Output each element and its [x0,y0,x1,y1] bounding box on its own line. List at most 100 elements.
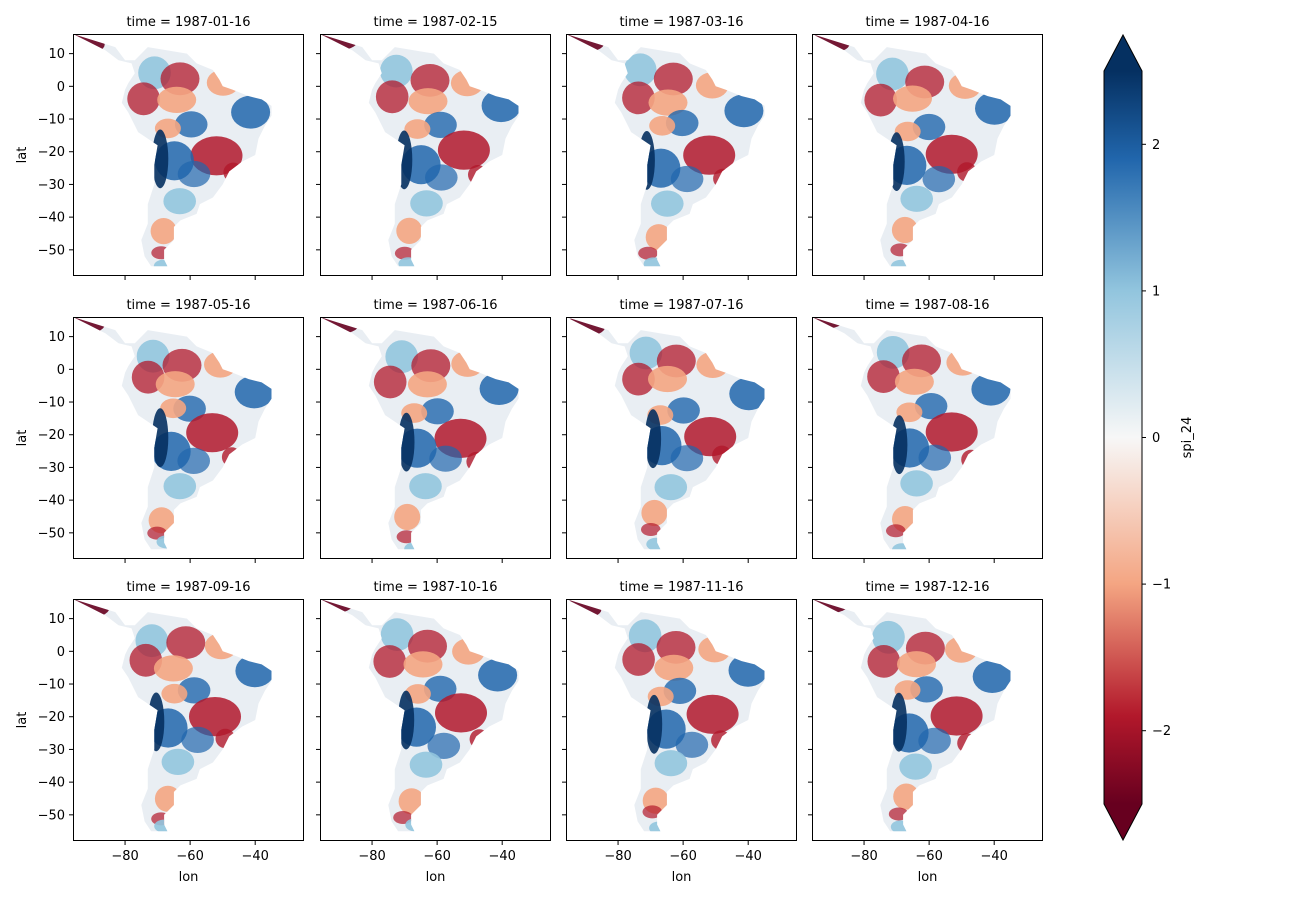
spi-anomaly-patch [894,368,934,395]
spi-anomaly-patch [160,398,187,419]
spi-anomaly-patch [925,412,978,452]
spi-anomaly-patch [653,62,693,96]
spi-anomaly-patch [408,88,448,115]
spi-anomaly-patch [166,626,206,659]
spi-anomaly-patch [654,474,688,501]
spi-anomaly-patch [152,408,169,468]
colorbar-outline [1103,33,1143,842]
x-tick-label: −60 [669,849,696,864]
spi-anomaly-patch [648,89,688,116]
y-tick-label: −40 [38,776,65,791]
spi-anomaly-patch [429,445,462,472]
spi-anomaly-patch [918,727,951,754]
y-tick-label: 0 [57,80,65,95]
colorbar-gradient [1104,71,1142,804]
spi-anomaly-patch [654,750,688,777]
panel-frame [73,317,304,559]
panel-frame [320,34,551,276]
y-tick-label: 10 [48,330,65,345]
y-tick-label: −40 [38,211,65,226]
spi-anomaly-patch [410,190,443,217]
spi-anomaly-patch [153,655,193,682]
map-panel: time = 1987-06-16 [316,298,551,563]
spi-anomaly-patch [622,81,655,115]
spi-anomaly-patch [893,85,932,112]
spi-anomaly-patch [189,697,241,737]
spi-anomaly-patch [181,726,214,753]
spi-anomaly-patch [155,371,195,398]
spi-anomaly-patch [896,402,923,423]
x-tick-label: −40 [734,849,761,864]
map-panel: time = 1987-04-16 [808,15,1043,280]
y-axis-label: lat [15,430,30,447]
y-tick-label: −20 [38,428,65,443]
spi-anomaly-patch [425,164,458,191]
spi-anomaly-patch [394,503,421,531]
y-axis-label: lat [15,712,30,729]
spi-anomaly-patch [922,166,956,193]
spi-anomaly-patch [177,447,210,474]
panel-title: time = 1987-03-16 [619,15,743,30]
spi-anomaly-patch [897,651,936,678]
map-panel: time = 1987-10-16 −80 −60 −40 lon [316,580,551,885]
spi-anomaly-patch [876,57,909,91]
spi-anomaly-patch [161,683,188,704]
spi-anomaly-patch [403,651,443,678]
spi-anomaly-patch [886,524,906,538]
spi-anomaly-patch [893,783,920,810]
y-tick-label: −50 [38,243,65,258]
map-panel: time = 1987-11-16 −80 −60 −40 lon [562,580,797,885]
y-tick-label: −40 [38,494,65,509]
spi-anomaly-patch [724,94,764,128]
x-tick-label: −60 [176,849,203,864]
spi-anomaly-patch [163,473,197,500]
panel-title: time = 1987-04-16 [865,15,989,30]
panel-title: time = 1987-08-16 [865,298,989,313]
spi-anomaly-patch [641,499,668,527]
y-tick-label: −50 [38,526,65,541]
panel-title: time = 1987-02-15 [373,15,497,30]
spi-anomaly-patch [867,645,901,678]
y-tick-label: 10 [48,612,65,627]
spi-anomaly-patch [638,246,658,260]
spi-anomaly-patch [385,340,418,374]
spi-anomaly-patch [648,365,687,393]
x-axis-label: lon [179,870,199,885]
map-panel: time = 1987-02-15 [316,15,551,280]
panel-frame [812,599,1043,841]
spi-anomaly-patch [421,398,454,425]
spi-anomaly-patch [675,731,709,758]
panel-title: time = 1987-06-16 [373,298,497,313]
spi-anomaly-patch [914,393,948,420]
map-panel: time = 1987-05-16 10 0 −10 −20 −30 −40 −50 lat [15,298,304,563]
spi-anomaly-patch [900,470,933,497]
x-tick-label: −80 [604,849,631,864]
spi-anomaly-patch [686,694,739,734]
colorbar-label: spi_24 [1180,417,1195,459]
spi-anomaly-patch [161,748,195,775]
spi-anomaly-patch [654,654,694,681]
y-axis-label: lat [15,147,30,164]
y-tick-label: −50 [38,808,65,823]
spi-anomaly-patch [656,631,696,664]
spi-anomaly-patch [641,523,661,536]
colorbar-tick-label: 1 [1152,284,1160,299]
x-tick-label: −40 [241,849,268,864]
spi-anomaly-patch [150,218,177,245]
y-tick-label: −20 [38,710,65,725]
y-tick-label: −30 [38,178,65,193]
spi-anomaly-patch [670,165,704,193]
spi-anomaly-patch [864,83,897,117]
spi-anomaly-patch [373,365,407,399]
panel-frame [812,317,1043,559]
panel-title: time = 1987-07-16 [619,298,743,313]
y-tick-label: −10 [38,678,65,693]
map-panel: time = 1987-09-16 10 0 −10 −20 −30 −40 −50 −80 −6… [15,580,304,885]
spi-anomaly-patch [409,751,443,778]
spi-anomaly-patch [651,190,684,217]
colorbar-extend-min [1104,804,1142,840]
spi-anomaly-patch [646,694,663,754]
x-axis-label: lon [426,870,446,885]
